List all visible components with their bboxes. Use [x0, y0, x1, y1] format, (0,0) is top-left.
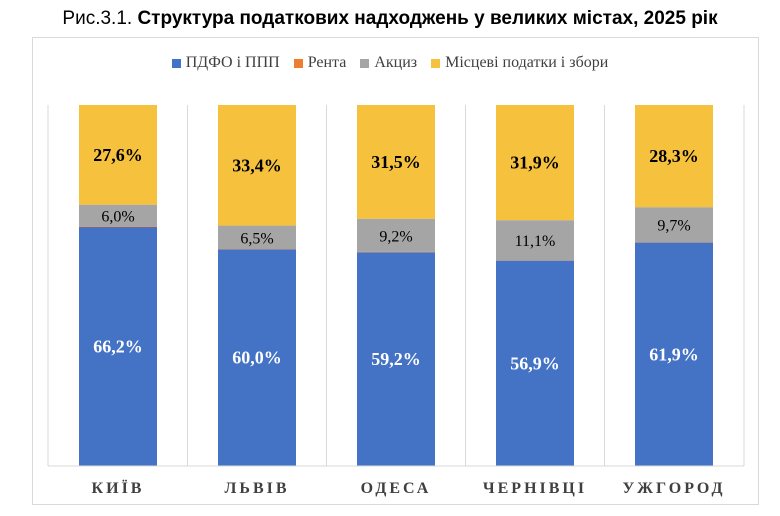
bar-segment [218, 249, 296, 466]
category-label: ЧЕРНІВЦІ [483, 480, 587, 497]
bar-segment [357, 105, 435, 219]
category-label: УЖГОРОД [622, 480, 725, 497]
bar-segment [79, 204, 157, 227]
legend-item: Місцеві податки і збори [431, 54, 608, 72]
bar-segment [496, 105, 574, 221]
data-label: 60,0% [232, 348, 282, 368]
bar-segment [496, 260, 574, 466]
legend-item: Акциз [360, 54, 417, 72]
data-label: 28,3% [649, 146, 699, 166]
data-label: 11,1% [515, 233, 556, 250]
bar-segment [635, 242, 713, 466]
data-label: 9,2% [379, 228, 412, 245]
legend-swatch [293, 58, 303, 68]
data-label: 33,4% [232, 155, 282, 175]
bar-segment [635, 105, 713, 208]
bar-segment [635, 207, 713, 243]
legend-label: Рента [307, 54, 347, 71]
bar-segment [79, 227, 157, 466]
legend-swatch [431, 58, 441, 68]
category-label: КИЇВ [92, 479, 145, 497]
data-label: 31,9% [510, 153, 560, 173]
chart-legend: ПДФО і ППП Рента Акциз Місцеві податки і зб… [0, 54, 780, 72]
legend-item: ПДФО і ППП [171, 54, 280, 72]
chart-frame [32, 37, 759, 505]
category-label: ОДЕСА [361, 480, 432, 497]
data-label: 61,9% [649, 344, 699, 364]
bar-segment [79, 105, 157, 205]
legend-label: Місцеві податки і збори [445, 54, 609, 71]
legend-swatch [171, 58, 181, 68]
data-label: 27,6% [93, 145, 143, 165]
data-label: 56,9% [510, 353, 560, 373]
data-label: 31,5% [371, 152, 421, 172]
chart-title-main: Структура податкових надходжень у велики… [137, 8, 718, 29]
chart-title-prefix: Рис.3.1. [62, 8, 133, 29]
bar-segment [357, 252, 435, 466]
data-label: 6,0% [101, 208, 134, 225]
category-label: ЛЬВІВ [224, 480, 289, 497]
data-label: 6,5% [240, 230, 273, 247]
bar-segment [79, 226, 157, 228]
data-label: 59,2% [371, 349, 421, 369]
data-label: 9,7% [657, 218, 690, 235]
legend-item: Рента [293, 54, 347, 72]
legend-label: ПДФО і ППП [185, 54, 280, 71]
data-label: 66,2% [93, 337, 143, 357]
legend-label: Акциз [374, 54, 418, 71]
bar-segment [496, 220, 574, 261]
bar-segment [218, 105, 296, 226]
bar-segment [218, 225, 296, 250]
chart-title: Рис.3.1. Структура податкових надходжень… [0, 8, 780, 30]
bar-segment [357, 218, 435, 252]
legend-swatch [360, 58, 370, 68]
